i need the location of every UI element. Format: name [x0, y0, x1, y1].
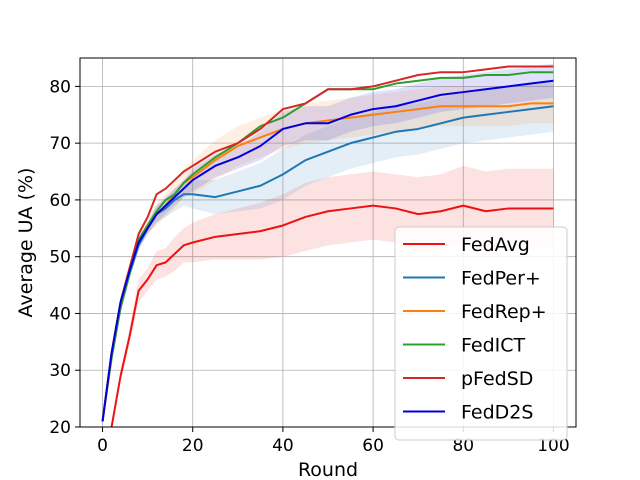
y-axis-label: Average UA (%) [15, 168, 37, 318]
x-tick-label: 60 [362, 436, 384, 456]
plot-frame [79, 57, 577, 428]
series-lines [101, 65, 554, 427]
line-fedavg [109, 204, 554, 427]
x-tick-label: 100 [537, 436, 569, 456]
legend-label-fedict: FedICT [461, 335, 526, 357]
x-tick-label: 0 [97, 436, 108, 456]
legend: FedAvg FedPer+ FedRep+ FedICT pFedSD FedD2S [394, 226, 568, 441]
y-tick-label: 60 [49, 191, 71, 211]
legend-label-pfedsd: pFedSD [461, 368, 533, 390]
x-axis-ticks: 0 20 40 60 80 100 [97, 427, 570, 456]
x-tick-label: 80 [452, 436, 474, 456]
y-tick-label: 50 [49, 248, 71, 268]
x-tick-label: 40 [272, 436, 294, 456]
y-tick-label: 70 [49, 134, 71, 154]
y-tick-label: 20 [49, 418, 71, 438]
y-tick-label: 30 [49, 361, 71, 381]
band-fedper- [102, 80, 554, 425]
legend-label-fedd2s: FedD2S [461, 402, 533, 424]
legend-label-fedrep-: FedRep+ [461, 301, 547, 323]
legend-label-fedavg: FedAvg [461, 234, 530, 256]
legend-box [394, 226, 568, 441]
x-tick-label: 20 [182, 436, 204, 456]
line-fedper- [101, 105, 554, 422]
y-tick-label: 40 [49, 304, 71, 324]
y-tick-label: 80 [49, 77, 71, 97]
x-axis-label: Round [298, 459, 358, 480]
line-pfedsd [101, 65, 554, 422]
line-fedd2s [101, 79, 554, 422]
band-fedd2s [102, 63, 554, 425]
band-fedrep- [102, 83, 554, 425]
line-fedict [101, 71, 554, 422]
legend-label-fedper-: FedPer+ [461, 268, 541, 290]
y-axis-ticks: 20 30 40 50 60 70 80 [49, 77, 80, 438]
